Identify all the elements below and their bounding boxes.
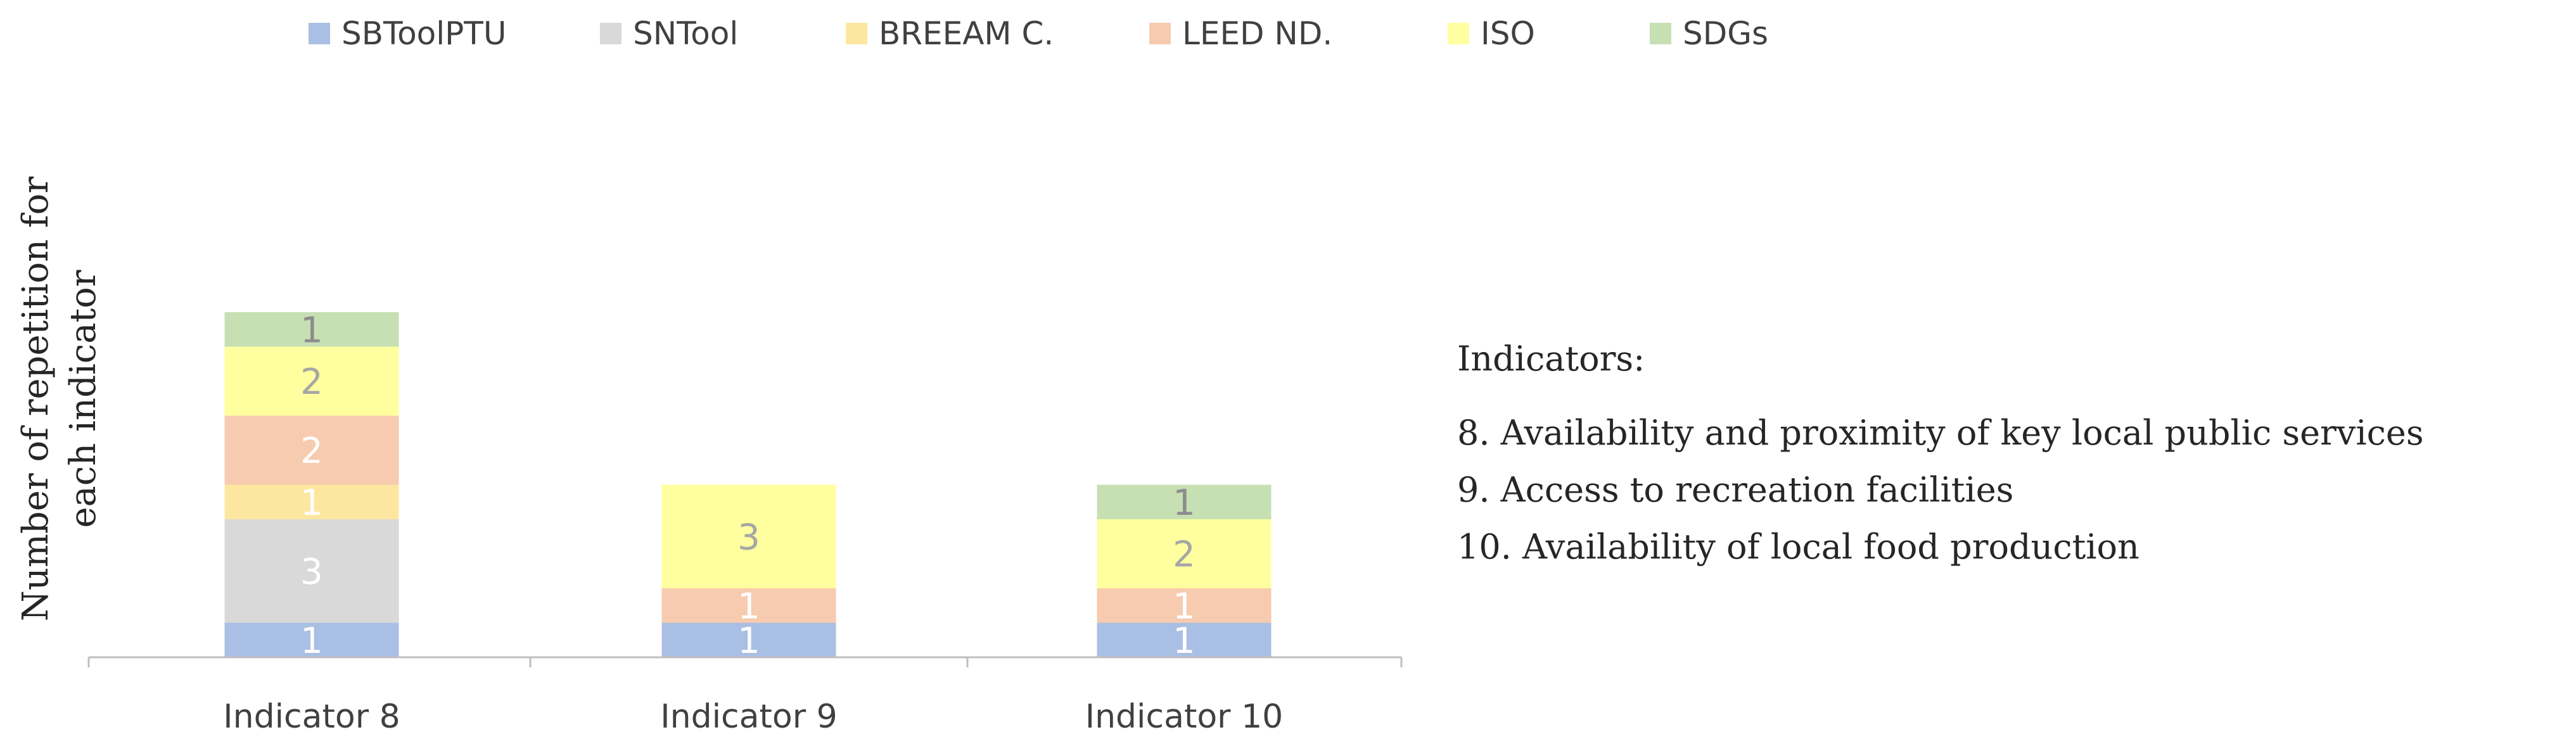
- legend-item-leed-nd: LEED ND.: [1149, 15, 1332, 52]
- bar-segment-sdgs-indicator-8: [224, 312, 399, 347]
- bar-segment-sdgs-indicator-10: [1097, 484, 1272, 519]
- notes-line-1: 8. Availability and proximity of key loc…: [1457, 413, 2424, 453]
- bar-segment-iso-indicator-8: [224, 346, 399, 416]
- y-axis-label-line-1: Number of repetition for: [15, 177, 56, 622]
- data-label-sdgs-indicator-10: 1: [1173, 483, 1196, 524]
- y-axis-label-line-2: each indicator: [63, 270, 104, 527]
- bar-stack-indicator-9: 11 3: [661, 484, 836, 662]
- data-label-leed-nd-indicator-10: 1: [1173, 586, 1196, 627]
- data-label-sdgs-indicator-8: 1: [300, 310, 323, 351]
- legend-item-breeam-c: BREEAM C.: [846, 15, 1054, 52]
- legend-item-sbtoolptu: SBToolPTU: [309, 15, 506, 52]
- data-label-sntool-indicator-8: 3: [300, 552, 323, 593]
- chart-legend: SBToolPTU SNTool BREEAM C. LEED ND. ISO SDGs: [309, 15, 1768, 52]
- legend-label-leed-nd: LEED ND.: [1182, 15, 1332, 52]
- data-label-iso-indicator-9: 3: [737, 517, 760, 558]
- x-axis: Indicator 8 Indicator 9 Indicator 10: [87, 656, 1403, 736]
- bar-segment-iso-indicator-9: [661, 484, 836, 588]
- bar-segment-leed-nd-indicator-10: [1097, 588, 1272, 623]
- bar-segment-breeam-c-indicator-8: [224, 484, 399, 519]
- data-label-leed-nd-indicator-8: 2: [300, 431, 323, 472]
- notes-heading: Indicators:: [1457, 339, 1645, 379]
- legend-item-iso: ISO: [1448, 15, 1535, 52]
- data-label-iso-indicator-8: 2: [300, 362, 323, 403]
- legend-label-breeam-c: BREEAM C.: [879, 15, 1054, 52]
- data-label-sbtoolptu-indicator-8: 1: [300, 621, 323, 662]
- legend-label-sntool: SNTool: [633, 15, 738, 52]
- bar-segment-leed-nd-indicator-9: [661, 588, 836, 623]
- notes-line-2: 9. Access to recreation facilities: [1457, 470, 2013, 510]
- legend-label-sdgs: SDGs: [1683, 15, 1768, 52]
- legend-swatch-iso: [1448, 23, 1469, 44]
- bar-segment-sntool-indicator-8: [224, 519, 399, 623]
- data-label-breeam-c-indicator-8: 1: [300, 483, 323, 524]
- legend-swatch-sntool: [600, 23, 622, 44]
- data-label-sbtoolptu-indicator-9: 1: [737, 621, 760, 662]
- legend-swatch-breeam-c: [846, 23, 867, 44]
- x-tick-label-indicator-9: Indicator 9: [660, 698, 837, 736]
- bar-segment-leed-nd-indicator-8: [224, 415, 399, 485]
- data-label-iso-indicator-10: 2: [1173, 534, 1196, 576]
- bar-segment-sbtoolptu-indicator-10: [1097, 622, 1272, 657]
- bar-segment-iso-indicator-10: [1097, 519, 1272, 588]
- legend-label-sbtoolptu: SBToolPTU: [341, 15, 506, 52]
- x-tick-label-indicator-8: Indicator 8: [223, 698, 400, 736]
- bar-segment-sbtoolptu-indicator-9: [661, 622, 836, 657]
- legend-item-sdgs: SDGs: [1650, 15, 1768, 52]
- y-axis-label: Number of repetition for each indicator: [15, 177, 104, 622]
- data-label-sbtoolptu-indicator-10: 1: [1173, 621, 1196, 662]
- legend-label-iso: ISO: [1481, 15, 1535, 52]
- legend-item-sntool: SNTool: [600, 15, 738, 52]
- indicator-notes: Indicators: 8. Availability and proximit…: [1457, 339, 2424, 567]
- bar-stack-indicator-8: 1 3 1 2 2 1: [224, 310, 399, 662]
- x-tick-label-indicator-10: Indicator 10: [1085, 698, 1283, 736]
- legend-swatch-sbtoolptu: [309, 23, 330, 44]
- bar-segment-sbtoolptu-indicator-8: [224, 622, 399, 657]
- data-label-leed-nd-indicator-9: 1: [737, 586, 760, 627]
- notes-line-3: 10. Availability of local food productio…: [1457, 527, 2139, 567]
- legend-swatch-sdgs: [1650, 23, 1671, 44]
- legend-swatch-leed-nd: [1149, 23, 1171, 44]
